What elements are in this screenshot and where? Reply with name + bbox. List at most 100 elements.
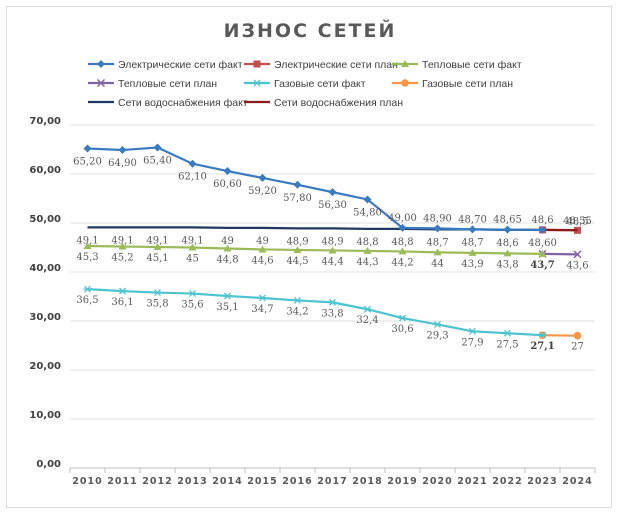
series-line-4 (87, 288, 543, 337)
legend-label: Электрические сети факт (118, 59, 243, 71)
data-label: 56,30 (318, 200, 347, 211)
data-label: 48,5 (566, 216, 588, 227)
chart-frame (6, 6, 612, 508)
data-label: 43,8 (496, 259, 518, 270)
data-label: 45,3 (76, 252, 98, 263)
data-label: 48,60 (528, 238, 557, 249)
data-label: 27,9 (461, 337, 483, 348)
x-tick-label: 2019 (387, 476, 417, 487)
data-point (363, 195, 372, 204)
data-point (258, 173, 267, 182)
data-label: 36,1 (111, 297, 133, 308)
legend-item: Тепловые сети факт (392, 59, 522, 71)
series-line-2 (87, 244, 543, 255)
data-label: 43,9 (461, 259, 483, 270)
data-label: 34,7 (251, 304, 273, 315)
data-label: 32,4 (356, 315, 378, 326)
data-point (433, 248, 442, 256)
data-label: 48,55 (563, 216, 592, 227)
data-point (293, 245, 302, 253)
series-line-0 (87, 146, 543, 231)
legend-label: Тепловые сети факт (422, 59, 522, 71)
data-label: 60,60 (213, 179, 242, 190)
data-label: 44,2 (391, 257, 413, 268)
data-point (83, 144, 92, 153)
y-tick-label: 0,00 (36, 459, 61, 470)
data-point (433, 224, 442, 233)
data-point (401, 79, 409, 87)
data-point (503, 249, 512, 257)
data-point (153, 243, 162, 251)
data-label: 48,8 (356, 237, 378, 248)
data-point (293, 180, 302, 189)
data-label: 59,20 (248, 186, 277, 197)
legend-label: Газовые сети факт (274, 78, 366, 90)
x-tick-label: 2024 (562, 476, 592, 487)
y-tick-label: 60,00 (29, 165, 61, 176)
data-label: 27,5 (496, 339, 518, 350)
data-point (328, 188, 337, 197)
x-tick-label: 2015 (247, 476, 277, 487)
data-label: 48,8 (391, 237, 413, 248)
data-label: 44,3 (356, 257, 378, 268)
data-point (118, 242, 127, 250)
data-point (96, 78, 106, 88)
data-label: 30,6 (391, 324, 413, 335)
legend-item: Сети водоснабжения план (244, 97, 403, 109)
data-point (468, 248, 477, 256)
data-point (223, 167, 232, 176)
data-label: 45,2 (111, 253, 133, 264)
data-label: 27 (571, 342, 584, 353)
data-point (153, 143, 162, 152)
data-point (574, 226, 581, 234)
axes: 0,00 10,00 20,00 30,00 40,00 50,00 60,00 70,00 2… (29, 116, 596, 487)
data-point (398, 314, 407, 322)
x-tick-label: 2014 (212, 476, 242, 487)
data-point (363, 305, 372, 313)
data-label: 48,6 (496, 238, 518, 249)
data-label: 48,65 (493, 215, 522, 226)
data-label: 33,8 (321, 308, 343, 319)
data-label: 49,1 (76, 235, 98, 246)
data-label: 49,1 (111, 235, 133, 246)
data-point (503, 329, 512, 337)
x-tick-label: 2023 (527, 476, 557, 487)
data-point (223, 292, 232, 300)
data-label: 48,90 (423, 213, 452, 224)
legend-item: Сети водоснабжения факт (88, 97, 248, 109)
legend: Электрические сети факт Электрические сет… (88, 59, 522, 109)
data-label: 45,1 (146, 253, 168, 264)
data-label: 44 (431, 258, 444, 269)
data-label: 49,1 (146, 235, 168, 246)
data-point (328, 246, 337, 254)
data-label: 35,1 (216, 302, 238, 313)
data-point (258, 294, 267, 302)
data-point (83, 285, 92, 293)
data-point (468, 225, 477, 234)
y-tick-label: 40,00 (29, 263, 61, 274)
data-label: 48,70 (458, 214, 487, 225)
data-point (573, 331, 582, 340)
data-point (538, 331, 547, 339)
data-point (293, 296, 302, 304)
data-point (253, 79, 261, 87)
data-label: 48,9 (286, 236, 308, 247)
grid (70, 124, 595, 469)
data-point (401, 60, 409, 67)
legend-label: Сети водоснабжения факт (118, 97, 248, 109)
data-point (573, 250, 582, 259)
data-label: 43,6 (566, 260, 588, 271)
data-label: 49 (256, 236, 269, 247)
data-point (253, 60, 261, 68)
data-label: 36,5 (76, 295, 98, 306)
chart-title: ИЗНОС СЕТЕЙ (223, 20, 397, 42)
data-label: 44,8 (216, 254, 238, 265)
x-tick-label: 2016 (282, 476, 312, 487)
y-tick-label: 70,00 (29, 116, 61, 127)
data-point (538, 249, 547, 257)
data-label: 48,7 (461, 237, 483, 248)
legend-label: Тепловые сети план (118, 78, 217, 90)
data-labels: 65,20 64,90 65,40 62,10 60,60 59,20 57,80 56,30… (73, 156, 592, 353)
